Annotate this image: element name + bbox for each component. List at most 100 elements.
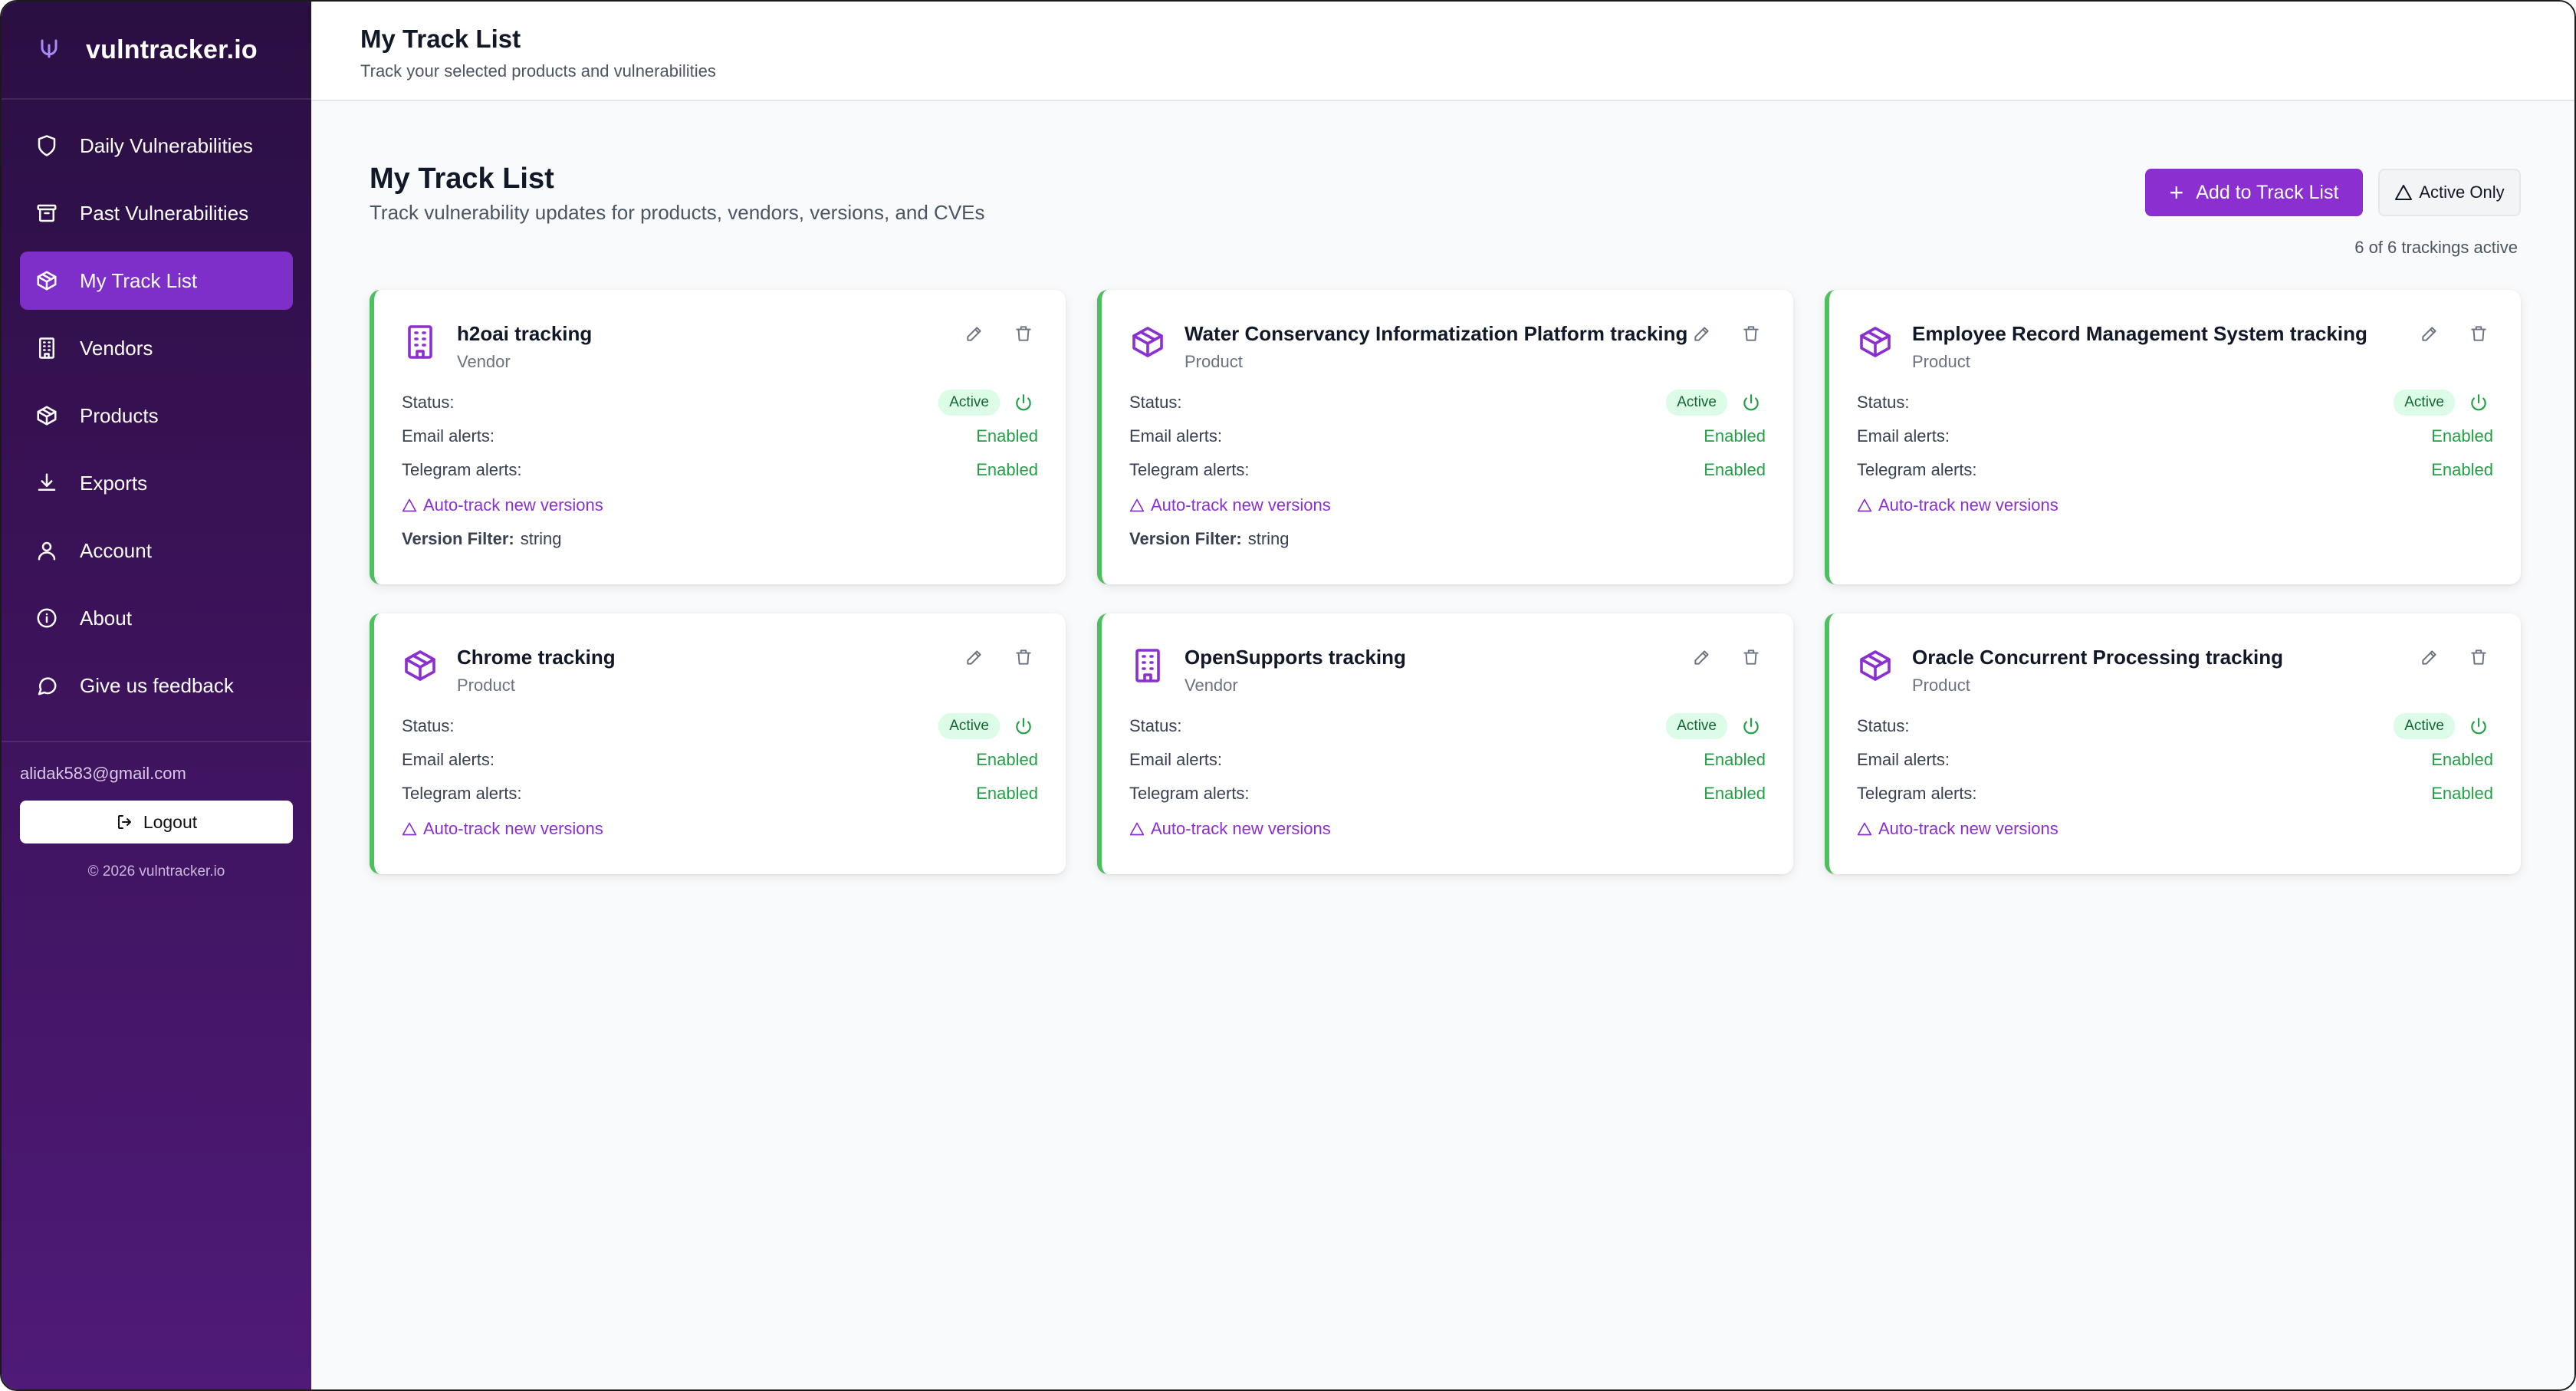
add-to-track-list-button[interactable]: + Add to Track List <box>2145 169 2363 216</box>
sidebar-item-my-track-list[interactable]: My Track List <box>20 252 293 310</box>
telegram-alerts-label: Telegram alerts: <box>1129 460 1250 479</box>
telegram-alerts-label: Telegram alerts: <box>1129 784 1250 803</box>
edit-icon[interactable] <box>964 324 984 344</box>
status-label: Status: <box>402 393 455 412</box>
edit-icon[interactable] <box>1692 647 1712 667</box>
archive-icon <box>37 204 57 222</box>
power-icon[interactable] <box>1014 393 1033 413</box>
user-email: alidak583@gmail.com <box>20 764 186 783</box>
auto-track-indicator: Auto-track new versions <box>1129 812 1766 846</box>
email-alerts-row: Email alerts: Enabled <box>402 743 1038 777</box>
telegram-alerts-row: Telegram alerts: Enabled <box>1129 777 1766 811</box>
auto-track-indicator: Auto-track new versions <box>402 488 1038 522</box>
card-type: Product <box>1912 352 1970 371</box>
email-alerts-label: Email alerts: <box>1857 750 1950 769</box>
trash-icon[interactable] <box>1741 324 1761 344</box>
sidebar-item-label: About <box>80 606 132 630</box>
track-card-grid: h2oai tracking Vendor Status: Active <box>370 290 2521 874</box>
sidebar-item-account[interactable]: Account <box>20 521 293 580</box>
card-type: Product <box>1912 676 1970 695</box>
sidebar-item-vendors[interactable]: Vendors <box>20 319 293 377</box>
power-icon[interactable] <box>1014 716 1033 736</box>
trash-icon[interactable] <box>1014 647 1033 667</box>
email-alerts-value: Enabled <box>976 426 1038 446</box>
auto-track-indicator: Auto-track new versions <box>1857 488 2493 522</box>
package-icon <box>1132 327 1163 357</box>
shield-logo-icon <box>41 39 58 58</box>
sidebar-item-label: Products <box>80 403 159 427</box>
status-label: Status: <box>1857 393 1910 412</box>
sidebar-item-products[interactable]: Products <box>20 386 293 445</box>
trash-icon[interactable] <box>2469 324 2489 344</box>
card-title: Chrome tracking <box>457 646 616 669</box>
status-row: Status: Active <box>1129 386 1766 419</box>
sidebar-item-exports[interactable]: Exports <box>20 454 293 512</box>
copyright: © 2026 vulntracker.io <box>87 863 225 880</box>
email-alerts-value: Enabled <box>976 750 1038 769</box>
sidebar-item-daily-vulnerabilities[interactable]: Daily Vulnerabilities <box>20 117 293 175</box>
power-icon[interactable] <box>1741 716 1761 736</box>
sidebar-item-about[interactable]: About <box>20 589 293 647</box>
email-alerts-value: Enabled <box>1704 426 1766 446</box>
version-filter-label: Version Filter: <box>402 529 514 548</box>
active-only-filter-button[interactable]: Active Only <box>2378 169 2521 216</box>
plus-icon: + <box>2169 179 2184 206</box>
trash-icon[interactable] <box>1014 324 1033 344</box>
edit-icon[interactable] <box>2420 324 2440 344</box>
power-icon[interactable] <box>2469 393 2489 413</box>
auto-track-label: Auto-track new versions <box>1151 495 1331 515</box>
status-badge: Active <box>1666 713 1727 739</box>
telegram-alerts-row: Telegram alerts: Enabled <box>1857 777 2493 811</box>
status-badge: Active <box>2394 390 2455 416</box>
message-icon <box>38 677 57 696</box>
email-alerts-label: Email alerts: <box>402 750 495 769</box>
page-subtitle: Track vulnerability updates for products… <box>370 201 985 224</box>
brand[interactable]: vulntracker.io <box>2 2 311 100</box>
download-icon <box>38 473 56 491</box>
warning-triangle-icon <box>1129 822 1145 836</box>
sidebar: vulntracker.io Daily Vulnerabilities Pas… <box>2 2 311 1389</box>
active-only-label: Active Only <box>2419 183 2505 202</box>
building-icon <box>408 325 432 359</box>
card-title: Water Conservancy Informatization Platfo… <box>1184 322 1688 345</box>
email-alerts-row: Email alerts: Enabled <box>402 419 1038 453</box>
email-alerts-label: Email alerts: <box>1857 426 1950 446</box>
package-icon <box>1860 650 1891 681</box>
telegram-alerts-label: Telegram alerts: <box>1857 784 1977 803</box>
sidebar-item-give-us-feedback[interactable]: Give us feedback <box>20 656 293 715</box>
email-alerts-value: Enabled <box>2431 426 2493 446</box>
trash-icon[interactable] <box>2469 647 2489 667</box>
package-icon <box>1860 327 1891 357</box>
status-label: Status: <box>402 716 455 735</box>
email-alerts-label: Email alerts: <box>402 426 495 446</box>
info-icon <box>37 608 57 628</box>
edit-icon[interactable] <box>2420 647 2440 667</box>
sidebar-item-label: Account <box>80 538 152 562</box>
telegram-alerts-value: Enabled <box>976 460 1038 479</box>
sidebar-item-label: Vendors <box>80 336 153 360</box>
card-title: h2oai tracking <box>457 322 593 345</box>
auto-track-indicator: Auto-track new versions <box>1129 488 1766 522</box>
version-filter-value: string <box>1247 529 1290 548</box>
email-alerts-label: Email alerts: <box>1129 750 1223 769</box>
logout-button[interactable]: Logout <box>20 801 293 843</box>
logout-label: Logout <box>143 811 198 832</box>
sidebar-item-label: Daily Vulnerabilities <box>80 133 253 157</box>
status-label: Status: <box>1857 716 1910 735</box>
trash-icon[interactable] <box>1741 647 1761 667</box>
edit-icon[interactable] <box>1692 324 1712 344</box>
telegram-alerts-row: Telegram alerts: Enabled <box>402 453 1038 487</box>
edit-icon[interactable] <box>964 647 984 667</box>
email-alerts-value: Enabled <box>1704 750 1766 769</box>
package-icon <box>37 406 57 426</box>
power-icon[interactable] <box>1741 393 1761 413</box>
track-card: Water Conservancy Informatization Platfo… <box>1097 290 1793 584</box>
telegram-alerts-label: Telegram alerts: <box>1857 460 1977 479</box>
warning-triangle-icon <box>402 498 417 512</box>
power-icon[interactable] <box>2469 716 2489 736</box>
card-type: Product <box>1184 352 1243 371</box>
auto-track-indicator: Auto-track new versions <box>402 812 1038 846</box>
auto-track-label: Auto-track new versions <box>423 495 603 515</box>
sidebar-item-past-vulnerabilities[interactable]: Past Vulnerabilities <box>20 184 293 242</box>
sidebar-divider <box>2 741 311 742</box>
